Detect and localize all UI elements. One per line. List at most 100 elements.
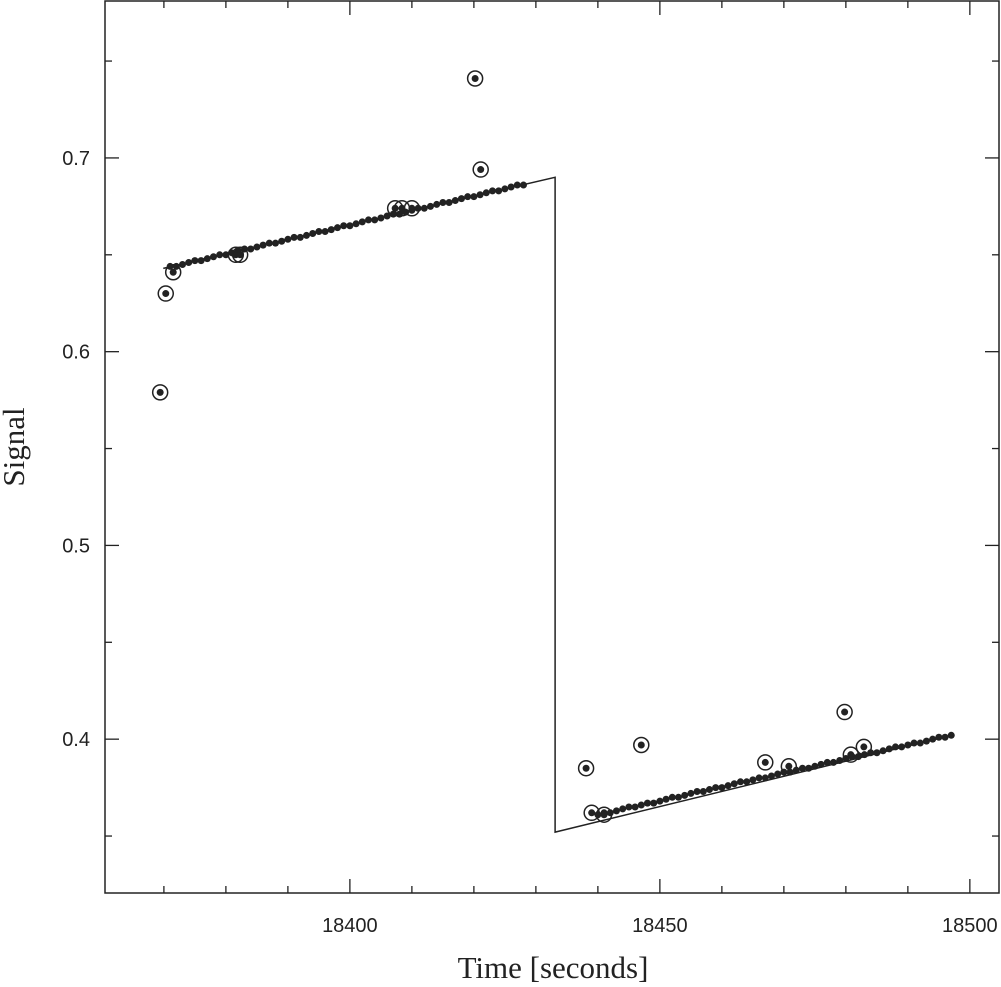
data-point	[197, 257, 205, 265]
data-point	[327, 226, 335, 234]
data-point	[761, 774, 769, 782]
data-point	[278, 237, 286, 245]
data-point	[662, 795, 670, 803]
data-point	[860, 743, 868, 751]
data-point	[333, 224, 341, 232]
flagged-ring	[164, 263, 182, 281]
data-point	[847, 751, 855, 759]
data-point	[674, 793, 682, 801]
data-point	[162, 290, 170, 298]
data-point	[507, 183, 515, 191]
data-point	[253, 243, 261, 251]
x-tick-label: 18400	[322, 915, 378, 937]
data-point	[451, 197, 459, 205]
plot-frame	[104, 0, 1000, 894]
data-point	[408, 204, 416, 212]
data-point	[898, 743, 906, 751]
data-point	[259, 241, 267, 249]
data-point	[724, 782, 732, 790]
data-point	[426, 202, 434, 210]
data-point	[705, 786, 713, 794]
data-point	[867, 749, 875, 757]
data-point	[922, 737, 930, 745]
data-point	[755, 774, 763, 782]
flagged-ring	[157, 285, 175, 302]
flagged-ring	[466, 70, 484, 87]
data-point	[358, 218, 366, 226]
data-point	[364, 216, 372, 224]
data-point	[668, 793, 676, 801]
x-tick-label: 18450	[632, 915, 688, 937]
data-point	[352, 220, 360, 228]
data-point	[216, 251, 224, 259]
data-point	[296, 233, 304, 241]
data-point	[743, 778, 751, 786]
data-point	[519, 181, 527, 189]
data-point	[904, 741, 912, 749]
data-point	[736, 778, 744, 786]
data-point	[798, 764, 806, 772]
data-point	[910, 739, 918, 747]
flagged-ring	[403, 200, 421, 217]
data-point	[457, 195, 465, 203]
fit-line	[163, 176, 953, 834]
data-point	[693, 787, 701, 795]
flagged-ring	[757, 754, 774, 771]
data-point	[284, 235, 292, 243]
data-point	[488, 187, 496, 195]
data-point	[749, 776, 757, 784]
data-point	[916, 739, 924, 747]
flagged-ring	[836, 703, 853, 721]
data-point	[811, 762, 819, 770]
data-point	[582, 764, 590, 772]
x-tick-label: 18500	[942, 915, 998, 937]
data-point	[477, 166, 485, 174]
data-point	[371, 216, 379, 224]
flagged-ring	[842, 746, 860, 763]
data-point	[377, 214, 385, 222]
data-point	[265, 239, 273, 247]
data-point	[935, 733, 943, 741]
data-point	[712, 784, 720, 792]
data-point	[929, 735, 937, 743]
data-point	[209, 253, 217, 261]
data-point	[891, 743, 899, 751]
data-point	[588, 809, 596, 817]
y-tick-label: 0.6	[62, 342, 90, 364]
data-point	[625, 803, 633, 811]
flagged-ring	[577, 759, 595, 777]
data-point	[643, 799, 651, 807]
data-point	[414, 204, 422, 212]
data-point	[471, 74, 479, 82]
data-point	[445, 198, 453, 206]
data-point	[321, 228, 329, 236]
flagged-ring	[583, 804, 600, 822]
data-point	[637, 741, 645, 749]
flagged-ring	[855, 738, 873, 756]
data-point	[699, 787, 707, 795]
data-point	[681, 791, 689, 799]
data-point	[476, 191, 484, 199]
data-point	[178, 260, 186, 268]
data-point	[873, 749, 881, 757]
data-point	[346, 222, 354, 230]
data-point	[191, 257, 199, 265]
data-point	[470, 193, 478, 201]
data-point	[730, 780, 738, 788]
data-point	[785, 762, 793, 770]
data-point	[222, 251, 230, 259]
data-point	[340, 222, 348, 230]
data-point	[637, 801, 645, 809]
data-point	[495, 187, 503, 195]
data-point	[169, 268, 177, 276]
data-point	[398, 204, 406, 212]
data-point	[885, 745, 893, 753]
data-point	[513, 181, 521, 189]
data-point	[947, 731, 955, 739]
flagged-ring	[780, 758, 798, 775]
data-point	[433, 200, 441, 208]
data-point	[829, 758, 837, 766]
data-point	[774, 770, 782, 778]
flagged-ring	[151, 384, 169, 401]
data-point	[156, 388, 164, 396]
